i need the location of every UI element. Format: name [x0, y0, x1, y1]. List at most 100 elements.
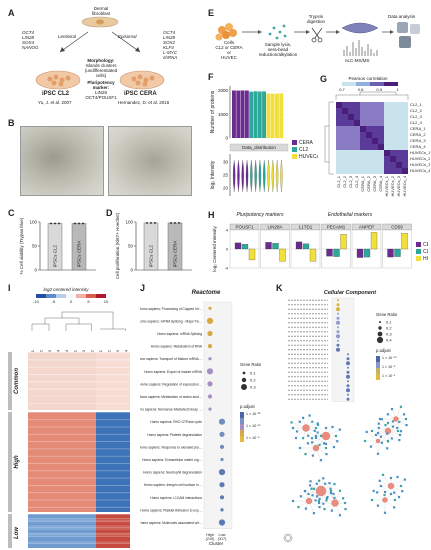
panel-k-network-c-gene-node — [344, 508, 347, 511]
panel-i-stripe — [28, 492, 130, 494]
panel-h-bar — [401, 233, 408, 250]
panel-i-scale-segment — [86, 294, 96, 298]
panel-g-cell — [378, 120, 384, 126]
panel-d-tick-label: 50 — [128, 244, 134, 249]
panel-j-term-label: Homo sapiens: Export of mature mRNA — [144, 370, 203, 374]
panel-letter-j: J — [140, 283, 146, 293]
panel-k-network-a-gene-node — [310, 437, 314, 440]
panel-f-violin — [258, 159, 262, 193]
panel-a-morphology-title: Morphology: — [87, 58, 115, 63]
panel-f-bottom-tick: 30 — [223, 159, 229, 164]
panel-f-violin — [250, 159, 253, 193]
panel-g-cell — [348, 156, 354, 162]
panel-k-network-d-gene-node — [379, 484, 383, 488]
panel-j-dot — [207, 381, 213, 387]
panel-k-network-c-gene-node — [308, 484, 312, 487]
panel-g-cell — [360, 126, 366, 132]
panel-f-count-bar — [253, 91, 258, 138]
panel-g-scale-tick: 0.9 — [376, 87, 382, 92]
panel-i-scale-segment — [36, 294, 46, 298]
panel-g-cell — [360, 114, 366, 120]
panel-k-network-d-gene-node — [376, 491, 379, 494]
panel-g-cell — [366, 132, 372, 138]
panel-i-stripe — [28, 388, 130, 390]
panel-g-cell — [396, 102, 402, 108]
panel-k-color-legend-label: 1 × 10⁻⁵ — [382, 365, 396, 369]
data-analysis-icon — [397, 22, 420, 48]
panel-k-network-c-term-node — [331, 499, 339, 507]
panel-k-network-c-gene-node — [307, 492, 310, 496]
panel-f-count-bar — [244, 90, 249, 138]
panel-i-stripe — [28, 426, 130, 428]
panel-a-right-gene-5: shRNA — [163, 55, 178, 60]
panel-i-scale-segment — [56, 294, 66, 298]
panel-g-col-label: CL2_1 — [336, 175, 341, 188]
panel-k-network-d-gene-node — [376, 504, 380, 507]
panel-a-morphology-line-0: Islands clusters — [85, 63, 117, 68]
panel-g-cell — [384, 114, 390, 120]
panel-i-stripe — [28, 477, 130, 479]
panel-j-x-category-count: (210) — [206, 537, 216, 541]
panel-f-count-bar — [257, 91, 262, 138]
panel-i-stripe — [28, 381, 130, 382]
panel-k-title: Cellular Component — [324, 290, 377, 296]
panel-letter-i: I — [8, 283, 11, 293]
panel-h-legend-swatch — [416, 256, 421, 261]
panel-g-cell — [342, 138, 348, 144]
panel-g-row-label: CERA_1 — [410, 126, 426, 131]
panel-k-dot — [336, 347, 340, 352]
panel-f-count-bar — [275, 93, 279, 138]
panel-g-cell — [372, 114, 378, 120]
panel-g-cell — [402, 114, 408, 120]
panel-c-ylabel: % Cell viability (Trypan blue) — [19, 217, 24, 274]
panel-g-cell — [354, 144, 360, 150]
panel-h-bar — [248, 248, 256, 261]
panel-k-network-b-gene-node — [386, 421, 390, 425]
panel-j-term-label: Homo sapiens: Platelet degranulation — [147, 433, 202, 437]
panel-g-row-label: CL2_3 — [410, 114, 423, 119]
panel-c-category-label: iPSCs CERA — [77, 241, 82, 267]
panel-h-gene-label: PECAM1 — [327, 225, 346, 230]
panel-h-bar — [265, 242, 272, 250]
panel-i-stripe — [28, 448, 130, 450]
panel-k-network-b-gene-node — [378, 417, 382, 421]
panel-j-dot — [220, 508, 224, 512]
brightfield-image-cl2 — [20, 126, 104, 196]
panel-c-tick-label: 50 — [32, 244, 38, 249]
panel-k-network-a-gene-node — [298, 446, 302, 450]
panel-i-scale-tick: 0 — [70, 299, 73, 304]
panel-k-dot — [346, 361, 350, 366]
panel-f-violin — [237, 159, 240, 193]
panel-k-network-d-term-node — [382, 497, 388, 503]
panel-g-cell — [390, 120, 396, 126]
panel-h-legend-label: CERA — [423, 242, 428, 248]
panel-f-legend-swatch — [292, 140, 297, 145]
panel-d-ylabel: Cell proliferation (Ki67+ Hoechst) — [115, 212, 120, 279]
panel-g-title: Pearson correlation — [348, 76, 388, 81]
panel-j-color-legend-label: 1 × 10⁻¹⁵ — [246, 412, 261, 416]
panel-g-cell — [372, 162, 378, 168]
panel-i-stripe — [28, 518, 130, 520]
panel-k-network-c-gene-node — [341, 497, 345, 500]
panel-k-dot — [337, 339, 339, 342]
panel-a-left-gene-0: OCT4 — [22, 30, 35, 35]
panel-k-dot — [347, 353, 349, 356]
panel-j-x-category: High — [206, 533, 214, 537]
panel-c-point — [58, 222, 60, 225]
scissors-icon — [311, 27, 323, 43]
panel-g-cell — [360, 102, 366, 108]
panel-k-network-b-gene-node — [398, 438, 401, 442]
panel-g-cell — [336, 138, 342, 144]
panel-g-cell — [384, 162, 390, 168]
panel-f-violin — [267, 159, 270, 193]
panel-j-dot — [219, 431, 225, 437]
panel-h-tick: -4 — [224, 266, 228, 271]
panel-c-tick-label: 100 — [29, 220, 37, 225]
panel-g-cell — [360, 108, 366, 114]
panel-i-stripe — [28, 532, 130, 534]
panel-i-row-group-label: Common — [14, 368, 20, 394]
panel-a-diagram — [35, 16, 165, 90]
panel-g-cell — [396, 150, 402, 156]
panel-k-size-legend-dot — [379, 321, 381, 323]
